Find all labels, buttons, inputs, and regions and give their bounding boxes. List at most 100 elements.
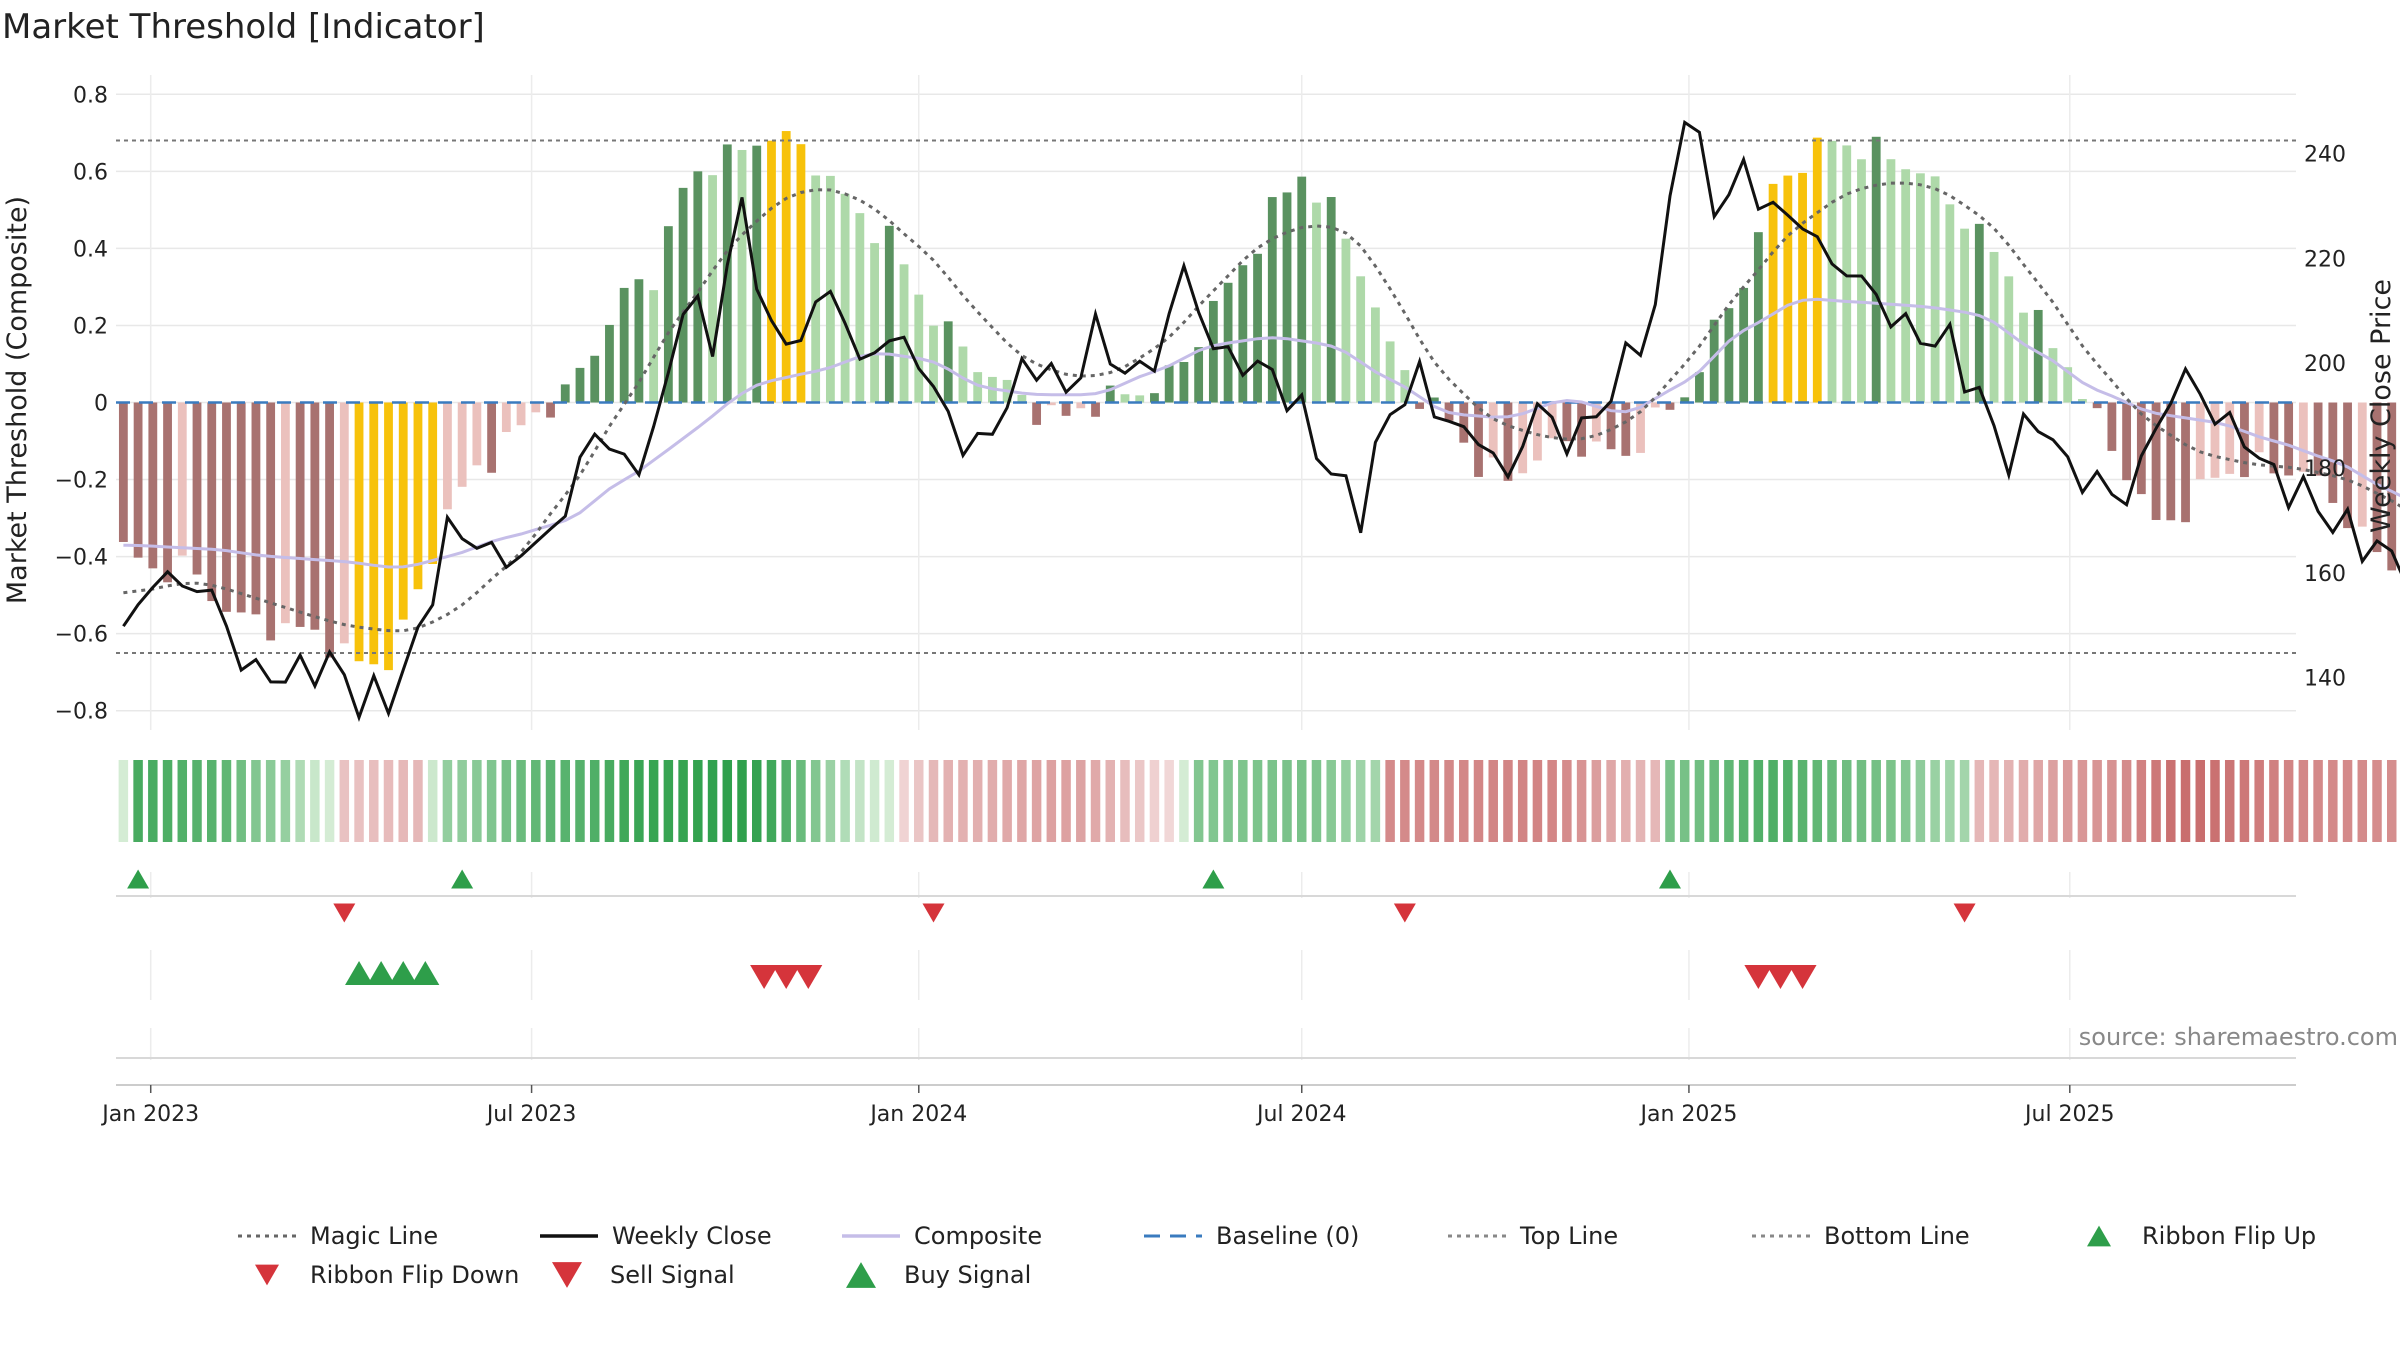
ribbon-cell — [1164, 760, 1174, 842]
ribbon-cell — [1679, 760, 1690, 842]
sell-signal-marker — [1766, 964, 1795, 990]
ribbon-cell — [2239, 760, 2250, 842]
composite-bar — [428, 402, 438, 564]
composite-bar — [1577, 402, 1587, 457]
ribbon-cell — [1459, 760, 1469, 842]
ribbon-cell — [1783, 760, 1793, 842]
ribbon-cell — [280, 760, 291, 842]
ribbon-cell — [1517, 760, 1528, 842]
ribbon-cell — [1576, 760, 1587, 842]
y2-tick-label: 140 — [2304, 667, 2346, 692]
ribbon-cell — [501, 760, 512, 842]
composite-bar — [737, 149, 747, 403]
ribbon-flip-down-marker — [922, 903, 945, 923]
ribbon-cell — [2136, 760, 2147, 842]
composite-bar — [1459, 402, 1469, 443]
ribbon-cell — [427, 760, 438, 842]
ribbon-cell — [2018, 760, 2029, 842]
y-tick-label: 0.8 — [73, 83, 108, 108]
legend-item: Bottom Line — [1752, 1222, 1970, 1250]
legend-swatch — [255, 1264, 279, 1286]
ribbon-cell — [560, 760, 571, 842]
y2-tick-label: 180 — [2304, 457, 2346, 482]
ribbon-cell — [1134, 760, 1145, 842]
ribbon-cell — [1503, 760, 1513, 842]
y-tick-label: −0.4 — [55, 546, 108, 571]
composite-bar — [825, 175, 835, 403]
ribbon-cell — [1120, 760, 1130, 842]
ribbon-cell — [133, 760, 143, 842]
ribbon-cell — [1959, 760, 1970, 842]
ribbon-cell — [1562, 760, 1572, 842]
composite-bar — [501, 402, 511, 433]
composite-bar — [2269, 402, 2279, 474]
ribbon-cell — [118, 760, 129, 842]
composite-bar — [575, 367, 585, 403]
ribbon-cell — [1238, 760, 1248, 842]
composite-bar — [177, 402, 187, 556]
composite-bar — [1429, 397, 1439, 403]
composite-bar — [693, 171, 703, 403]
composite-bar — [222, 402, 231, 612]
ribbon-cell — [1282, 760, 1292, 842]
composite-bar — [1120, 394, 1130, 403]
composite-bar — [1488, 402, 1498, 458]
ribbon-cell — [840, 760, 850, 842]
ribbon-cell — [1414, 760, 1425, 842]
ribbon-cell — [1326, 760, 1336, 842]
ribbon-cell — [1179, 760, 1189, 842]
ribbon-cell — [914, 760, 924, 842]
composite-bar — [2372, 402, 2382, 553]
legend-label: Sell Signal — [610, 1261, 735, 1289]
line-series — [116, 119, 2400, 723]
composite-bar — [251, 402, 261, 615]
composite-bar — [1665, 402, 1675, 410]
ribbon-cell — [2062, 760, 2073, 842]
composite-bar — [1356, 276, 1366, 403]
ribbon-cell — [1753, 760, 1764, 842]
ribbon-cell — [236, 760, 246, 842]
legend-label: Ribbon Flip Up — [2142, 1222, 2316, 1250]
ribbon-cell — [1547, 760, 1557, 842]
composite-bar — [1474, 402, 1483, 477]
composite-bar — [398, 402, 408, 620]
ribbon-cell — [1105, 760, 1116, 842]
ribbon-cell — [1046, 760, 1057, 842]
composite-bar — [443, 402, 452, 510]
ribbon-cell — [206, 760, 217, 842]
composite-bar — [1518, 402, 1528, 474]
y-tick-label: −0.8 — [55, 700, 108, 725]
composite-bar — [2063, 367, 2073, 403]
ribbon-cell — [1370, 760, 1381, 842]
date-tick-label: Jan 2023 — [100, 1102, 199, 1127]
buy-signal-marker — [411, 960, 440, 986]
ribbon-cell — [324, 760, 335, 842]
y-tick-label: 0 — [94, 392, 108, 417]
composite-bar — [2357, 402, 2367, 527]
composite-bar — [2225, 402, 2235, 474]
ribbon-cell — [928, 760, 939, 842]
composite-bar — [958, 346, 968, 403]
composite-bar — [413, 402, 423, 590]
composite-bar — [1164, 365, 1174, 403]
buy-signal-marker — [389, 960, 418, 986]
composite-bar — [369, 402, 379, 665]
ribbon-cell — [2386, 760, 2397, 842]
ribbon-cell — [1827, 760, 1837, 842]
ribbon-cell — [1385, 760, 1395, 842]
ribbon-cell — [2092, 760, 2102, 842]
ribbon-cell — [2195, 760, 2206, 842]
composite-bar — [811, 175, 821, 403]
composite-bar — [1739, 287, 1749, 403]
composite-bar — [1032, 402, 1042, 425]
y2-axis-title: Weekly Close Price — [2366, 279, 2397, 533]
composite-bar — [1842, 145, 1852, 403]
composite-bar — [148, 402, 158, 569]
ribbon-cell — [1444, 760, 1454, 842]
ribbon-cell — [604, 760, 615, 842]
composite-bar — [1150, 393, 1159, 403]
legend-label: Buy Signal — [904, 1261, 1031, 1289]
composite-bar — [2019, 312, 2028, 403]
ribbon-cell — [781, 760, 791, 842]
ribbon-cell — [1002, 760, 1012, 842]
